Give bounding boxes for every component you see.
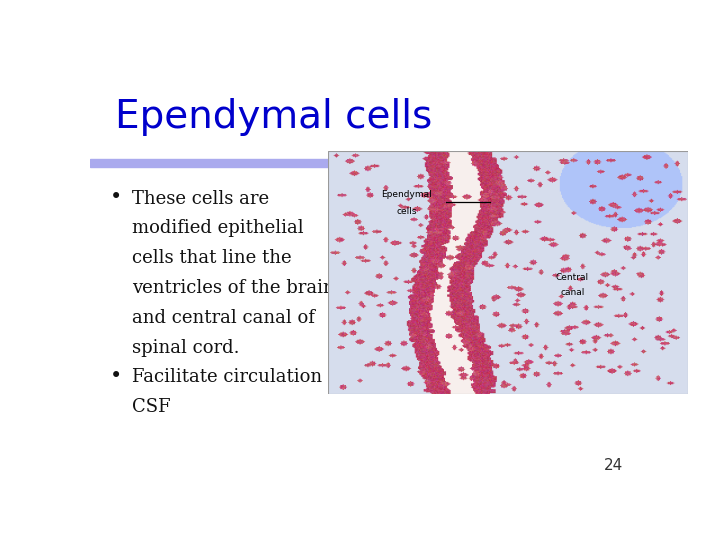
Text: Ependymal: Ependymal xyxy=(382,191,432,199)
Bar xyxy=(90,159,648,167)
Text: 24: 24 xyxy=(603,458,623,473)
Text: spinal cord.: spinal cord. xyxy=(132,339,239,357)
Text: These cells are: These cells are xyxy=(132,190,269,207)
Text: ventricles of the brain: ventricles of the brain xyxy=(132,279,335,298)
Text: cells: cells xyxy=(397,207,417,217)
Text: •: • xyxy=(109,187,122,207)
Text: and central canal of: and central canal of xyxy=(132,309,315,327)
Text: cells that line the: cells that line the xyxy=(132,249,292,267)
Text: Facilitate circulation of: Facilitate circulation of xyxy=(132,368,345,386)
Text: Ependymal cells: Ependymal cells xyxy=(115,98,432,136)
Text: canal: canal xyxy=(560,288,585,296)
Text: modified epithelial: modified epithelial xyxy=(132,219,303,238)
Text: CSF: CSF xyxy=(132,399,171,416)
Text: Central: Central xyxy=(556,273,589,282)
Text: •: • xyxy=(109,366,122,386)
